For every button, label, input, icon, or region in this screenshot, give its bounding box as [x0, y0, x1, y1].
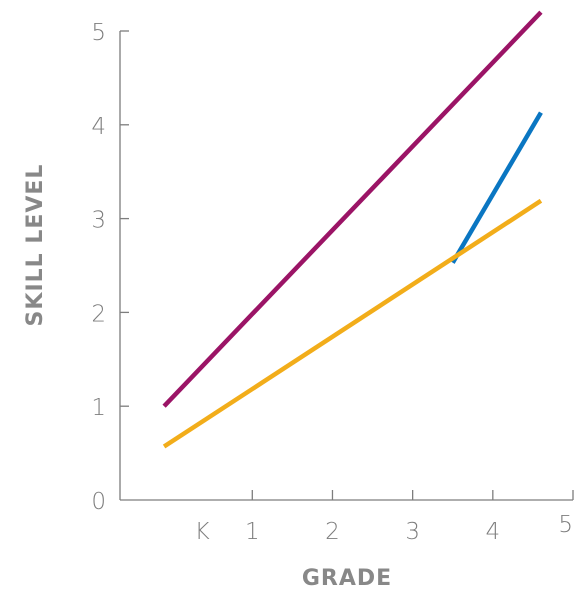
ticks-layer: 0 1 2 3 4 5 K 1 2 3 4 5 — [91, 20, 574, 545]
x-tick-label: 3 — [405, 519, 420, 545]
series-layer — [162, 10, 543, 449]
series-line-1 — [162, 10, 543, 408]
y-tick-label: 0 — [91, 489, 106, 515]
x-tick-label: 1 — [245, 519, 260, 545]
y-tick-label: 3 — [91, 208, 106, 234]
y-tick-label: 4 — [91, 114, 106, 140]
axes-layer — [119, 31, 573, 501]
x-tick-label: 5 — [558, 512, 573, 538]
y-tick-label: 2 — [91, 301, 106, 327]
y-tick-label: 5 — [91, 20, 106, 46]
x-tick-label: 4 — [486, 519, 501, 545]
series-line-3 — [162, 198, 543, 449]
y-axis-title: SKILL LEVEL — [23, 164, 48, 327]
series-line-2 — [450, 111, 543, 264]
x-axis-title: GRADE — [302, 566, 392, 590]
y-tick-label: 1 — [91, 395, 106, 421]
x-tick-label: K — [195, 519, 210, 545]
x-tick-label: 2 — [325, 519, 340, 545]
